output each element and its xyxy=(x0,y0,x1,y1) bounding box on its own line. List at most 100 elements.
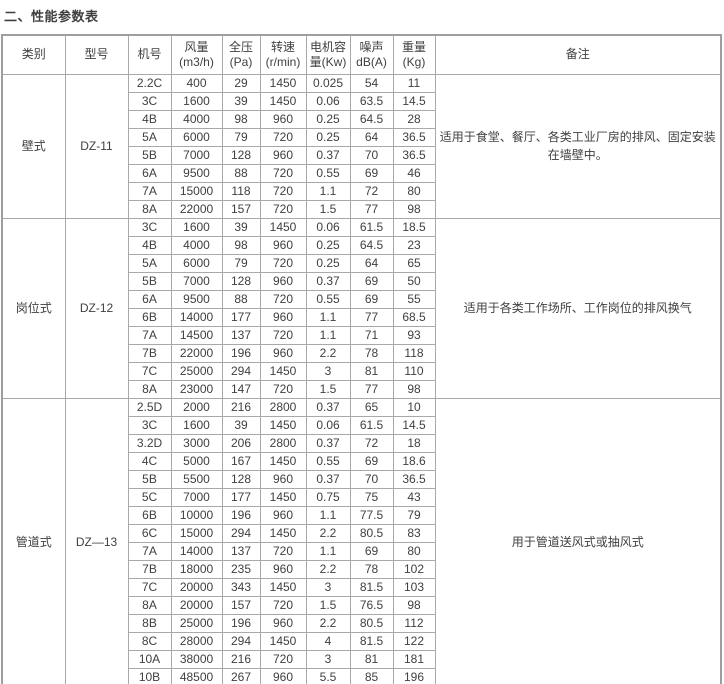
table-cell-weight: 23 xyxy=(392,235,436,255)
table-cell-noise: 69 xyxy=(349,289,394,309)
table-cell-total-pressure: 206 xyxy=(221,433,261,453)
table-cell-motor-capacity: 2.2 xyxy=(305,523,351,543)
table-cell-unit-no: 4C xyxy=(127,451,172,471)
table-cell-motor-capacity: 0.06 xyxy=(305,415,351,435)
table-cell-unit-no: 2.2C xyxy=(127,73,172,93)
table-cell-noise: 64.5 xyxy=(349,235,394,255)
table-cell-total-pressure: 177 xyxy=(221,487,261,507)
table-cell-total-pressure: 128 xyxy=(221,271,261,291)
table-cell-speed: 960 xyxy=(259,559,307,579)
table-cell-weight: 36.5 xyxy=(392,127,436,147)
table-cell-total-pressure: 98 xyxy=(221,235,261,255)
table-cell-weight: 18.5 xyxy=(392,217,436,237)
table-cell-air-volume: 1600 xyxy=(170,217,223,237)
table-cell-weight: 98 xyxy=(392,595,436,615)
table-cell-speed: 1450 xyxy=(259,415,307,435)
table-cell-speed: 1450 xyxy=(259,523,307,543)
table-cell-weight: 36.5 xyxy=(392,469,436,489)
table-cell-unit-no: 5C xyxy=(127,487,172,507)
table-cell-total-pressure: 294 xyxy=(221,523,261,543)
table-cell-total-pressure: 128 xyxy=(221,469,261,489)
table-cell-unit-no: 5A xyxy=(127,127,172,147)
table-cell-motor-capacity: 0.37 xyxy=(305,469,351,489)
table-cell-noise: 81.5 xyxy=(349,631,394,651)
table-cell-total-pressure: 196 xyxy=(221,343,261,363)
table-cell-speed: 720 xyxy=(259,181,307,201)
table-cell-motor-capacity: 3 xyxy=(305,649,351,669)
table-cell-unit-no: 7C xyxy=(127,577,172,597)
col-header-speed: 转速 (r/min) xyxy=(259,34,307,75)
table-cell-motor-capacity: 1.5 xyxy=(305,379,351,399)
col-header-remarks: 备注 xyxy=(434,34,722,75)
table-cell-unit-no: 8A xyxy=(127,595,172,615)
table-cell-air-volume: 4000 xyxy=(170,235,223,255)
table-cell-noise: 77 xyxy=(349,307,394,327)
table-cell-unit-no: 10A xyxy=(127,649,172,669)
table-cell-total-pressure: 88 xyxy=(221,163,261,183)
table-cell-weight: 46 xyxy=(392,163,436,183)
table-cell-motor-capacity: 0.55 xyxy=(305,289,351,309)
table-cell-air-volume: 2000 xyxy=(170,397,223,417)
table-cell-motor-capacity: 1.5 xyxy=(305,199,351,219)
table-cell-weight: 102 xyxy=(392,559,436,579)
table-cell-speed: 1450 xyxy=(259,487,307,507)
table-cell-weight: 43 xyxy=(392,487,436,507)
table-cell-air-volume: 6000 xyxy=(170,253,223,273)
table-cell-air-volume: 9500 xyxy=(170,289,223,309)
table-cell-weight: 103 xyxy=(392,577,436,597)
table-row: 7A 14000 137 720 1.1 69 80 xyxy=(2,541,721,561)
table-cell-motor-capacity: 0.25 xyxy=(305,127,351,147)
table-cell-weight: 79 xyxy=(392,505,436,525)
table-row: 4B 4000 98 960 0.25 64.5 28 xyxy=(2,109,721,129)
table-cell-air-volume: 20000 xyxy=(170,595,223,615)
table-cell-total-pressure: 216 xyxy=(221,649,261,669)
table-cell-total-pressure: 79 xyxy=(221,127,261,147)
table-cell-unit-no: 3.2D xyxy=(127,433,172,453)
table-cell-noise: 80.5 xyxy=(349,523,394,543)
table-cell-noise: 70 xyxy=(349,469,394,489)
table-row: 管道式 DZ—13 2.5D 2000 216 2800 0.37 65 10 用于管道送风式或抽… xyxy=(1,397,722,684)
col-header-total-pressure: 全压 (Pa) xyxy=(221,34,261,75)
table-row: 4B 4000 98 960 0.25 64.5 23 xyxy=(2,235,721,255)
table-cell-noise: 72 xyxy=(349,433,394,453)
table-cell-air-volume: 38000 xyxy=(170,649,223,669)
table-cell-weight: 83 xyxy=(392,523,436,543)
table-cell-weight: 80 xyxy=(392,541,436,561)
table-cell-noise: 54 xyxy=(349,73,394,93)
table-cell-motor-capacity: 0.06 xyxy=(305,91,351,111)
table-cell-total-pressure: 39 xyxy=(221,91,261,111)
table-cell-total-pressure: 167 xyxy=(221,451,261,471)
table-cell-motor-capacity: 5.5 xyxy=(305,667,351,684)
table-cell-weight: 98 xyxy=(392,379,436,399)
table-cell-total-pressure: 157 xyxy=(221,595,261,615)
table-cell-air-volume: 6000 xyxy=(170,127,223,147)
table-cell-weight: 65 xyxy=(392,253,436,273)
table-cell-total-pressure: 118 xyxy=(221,181,261,201)
table-cell-speed: 720 xyxy=(259,379,307,399)
table-cell-air-volume: 48500 xyxy=(170,667,223,684)
table-cell-weight: 28 xyxy=(392,109,436,129)
table-cell-unit-no: 7C xyxy=(127,361,172,381)
table-cell-noise: 69 xyxy=(349,271,394,291)
table-cell-noise: 61.5 xyxy=(349,217,394,237)
table-cell-total-pressure: 157 xyxy=(221,199,261,219)
table-cell-speed: 720 xyxy=(259,253,307,273)
table-cell-air-volume: 25000 xyxy=(170,361,223,381)
table-row: 3.2D 3000 206 2800 0.37 72 18 xyxy=(2,433,721,453)
table-row: 7A 14500 137 720 1.1 71 93 xyxy=(2,325,721,345)
page-title: 二、性能参数表 xyxy=(4,9,99,24)
table-cell-speed: 960 xyxy=(259,235,307,255)
table-cell-air-volume: 18000 xyxy=(170,559,223,579)
table-cell-speed: 960 xyxy=(259,343,307,363)
table-cell-weight: 14.5 xyxy=(392,91,436,111)
table-cell-noise: 69 xyxy=(349,541,394,561)
table-cell-air-volume: 5000 xyxy=(170,451,223,471)
table-cell-speed: 2800 xyxy=(259,397,307,417)
table-cell-total-pressure: 88 xyxy=(221,289,261,309)
table-row: 4C 5000 167 1450 0.55 69 18.6 xyxy=(2,451,721,471)
table-cell-noise: 76.5 xyxy=(349,595,394,615)
table-cell-total-pressure: 343 xyxy=(221,577,261,597)
table-cell-air-volume: 14000 xyxy=(170,307,223,327)
table-cell-unit-no: 5B xyxy=(127,271,172,291)
table-row: 5A 6000 79 720 0.25 64 36.5 xyxy=(2,127,721,147)
